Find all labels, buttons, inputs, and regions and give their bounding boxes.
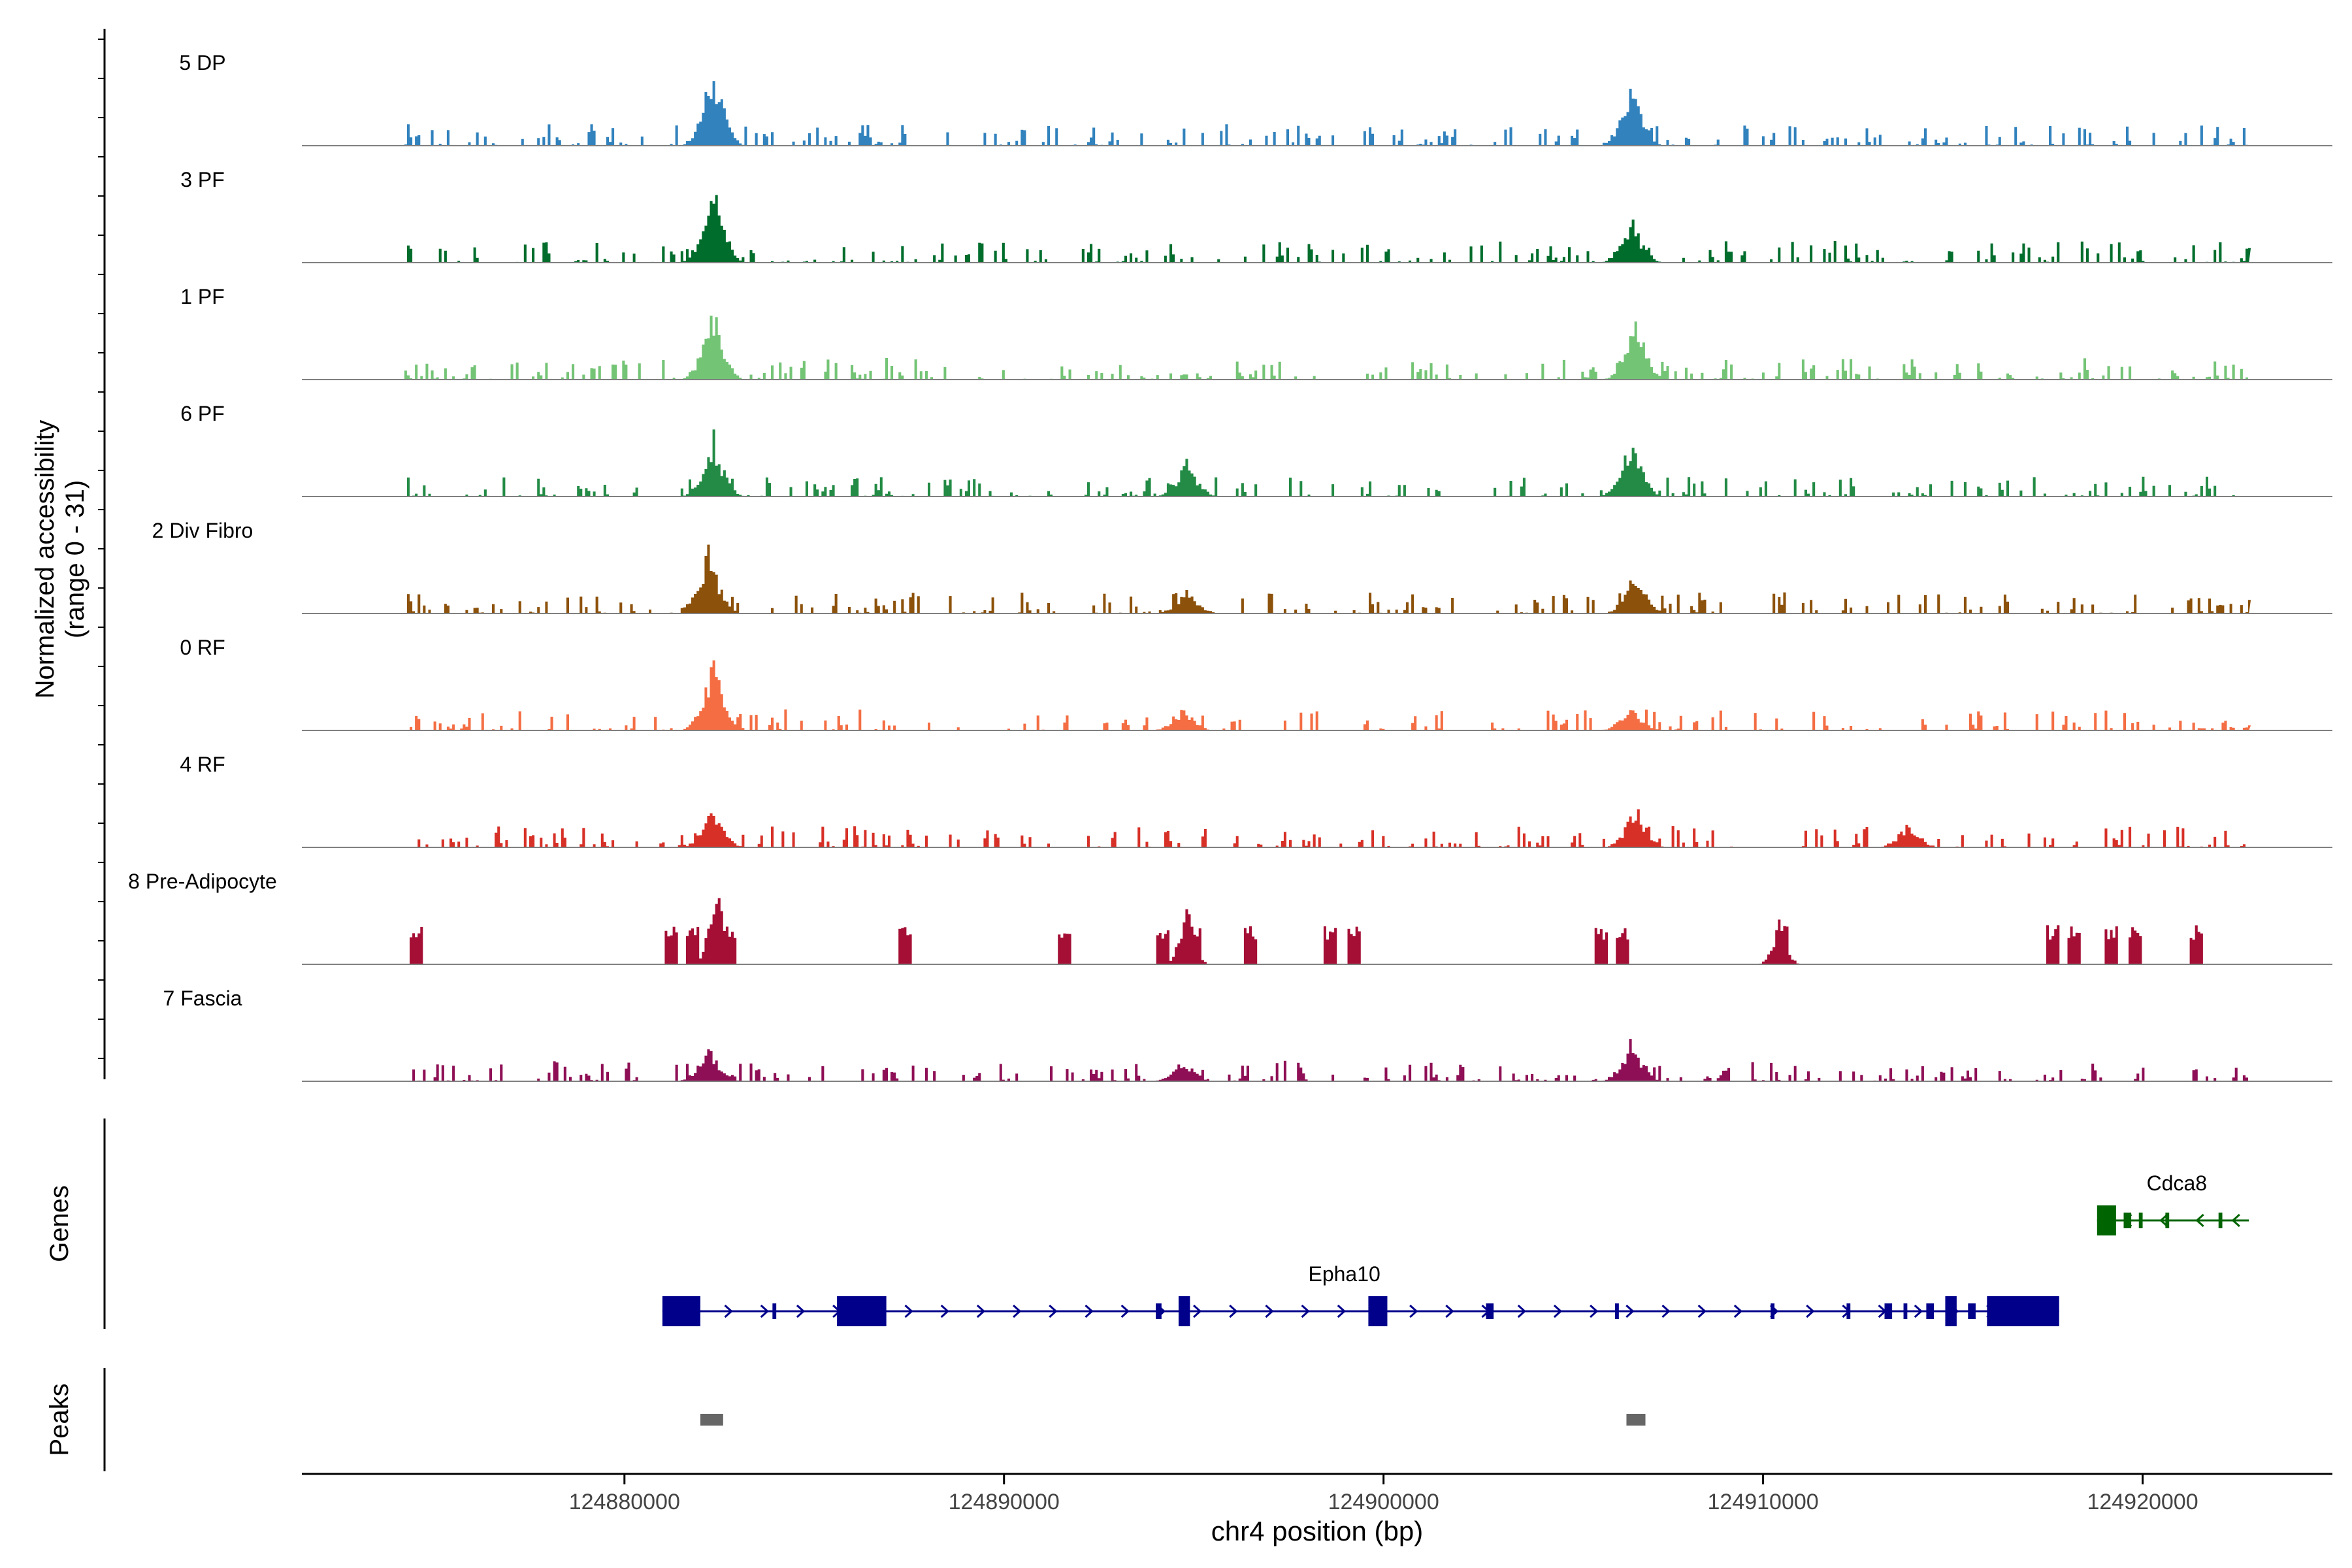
strand-arrow bbox=[796, 1304, 806, 1318]
exon bbox=[2123, 1213, 2132, 1228]
exon bbox=[837, 1296, 887, 1326]
track-2-div-fibro: 2 Div Fibro bbox=[152, 519, 2332, 614]
strand-arrow bbox=[724, 1304, 733, 1318]
exon bbox=[1486, 1303, 1494, 1319]
strand-arrow bbox=[1120, 1304, 1130, 1318]
x-axis-title: chr4 position (bp) bbox=[1211, 1516, 1424, 1546]
x-tick-label: 124900000 bbox=[1328, 1490, 1439, 1514]
track-3-pf: 3 PF bbox=[180, 168, 2332, 263]
exon bbox=[1771, 1303, 1775, 1319]
strand-arrow bbox=[1409, 1304, 1418, 1318]
exon bbox=[2165, 1213, 2170, 1228]
coverage-y-axis-ticks bbox=[98, 39, 105, 1059]
x-tick-label: 124880000 bbox=[569, 1490, 680, 1514]
exon bbox=[1178, 1296, 1190, 1326]
strand-arrow bbox=[1590, 1304, 1599, 1318]
strand-arrow bbox=[1517, 1304, 1526, 1318]
gene-name: Cdca8 bbox=[2147, 1171, 2208, 1195]
exon bbox=[1987, 1296, 2059, 1326]
genes-label: Genes bbox=[45, 1185, 74, 1262]
x-tick-label: 124920000 bbox=[2087, 1490, 2198, 1514]
strand-arrow bbox=[1301, 1304, 1310, 1318]
strand-arrow bbox=[2159, 1213, 2168, 1228]
track-0-rf: 0 RF bbox=[180, 636, 2332, 731]
y-axis-title-line1: Normalized accessibility bbox=[31, 420, 59, 699]
coverage-area bbox=[404, 898, 2251, 964]
coverage-tracks: 5 DP 3 PF 1 PF 6 PF 2 Div Fibro 0 RF 4 RF 8 Pre… bbox=[128, 51, 2332, 1082]
strand-arrow bbox=[1661, 1304, 1671, 1318]
coverage-area bbox=[404, 429, 2251, 497]
strand-arrow bbox=[1806, 1304, 1815, 1318]
track-label: 4 RF bbox=[180, 753, 225, 776]
strand-arrow bbox=[1445, 1304, 1454, 1318]
strand-arrow bbox=[904, 1304, 913, 1318]
exon bbox=[1968, 1303, 1976, 1319]
gene-track: Epha10 Cdca8 bbox=[662, 1171, 2249, 1326]
strand-arrow bbox=[2195, 1213, 2204, 1228]
track-1-pf: 1 PF bbox=[180, 285, 2332, 380]
track-label: 7 Fascia bbox=[163, 987, 242, 1010]
strand-arrow bbox=[1553, 1304, 1563, 1318]
y-axis-title-line2: (range 0 - 31) bbox=[61, 480, 90, 638]
exon bbox=[1368, 1296, 1388, 1326]
exon bbox=[772, 1303, 777, 1319]
strand-arrow bbox=[1625, 1304, 1635, 1318]
peaks-label: Peaks bbox=[45, 1383, 74, 1456]
peak-region bbox=[1626, 1414, 1646, 1426]
strand-arrow bbox=[1229, 1304, 1238, 1318]
strand-arrow bbox=[1733, 1304, 1743, 1318]
track-label: 1 PF bbox=[180, 285, 225, 308]
exon bbox=[1615, 1303, 1619, 1319]
x-tick-label: 124910000 bbox=[1708, 1490, 1819, 1514]
exon bbox=[1846, 1303, 1851, 1319]
track-label: 3 PF bbox=[180, 168, 225, 191]
exon bbox=[1945, 1296, 1957, 1326]
strand-arrow bbox=[1085, 1304, 1094, 1318]
coverage-area bbox=[404, 660, 2251, 730]
coverage-area bbox=[404, 195, 2251, 263]
exon bbox=[662, 1296, 700, 1326]
x-axis-ticks: 124880000 124890000 124900000 124910000 1249… bbox=[569, 1474, 2198, 1514]
gene-name: Epha10 bbox=[1308, 1262, 1380, 1286]
gene-cdca8: Cdca8 bbox=[2097, 1171, 2249, 1235]
strand-arrow bbox=[2231, 1213, 2240, 1228]
strand-arrow bbox=[1337, 1304, 1347, 1318]
track-5-dp: 5 DP bbox=[179, 51, 2332, 146]
coverage-area bbox=[404, 1039, 2251, 1081]
exon bbox=[2138, 1213, 2143, 1228]
strand-arrow bbox=[1697, 1304, 1707, 1318]
strand-arrow bbox=[1013, 1304, 1022, 1318]
strand-arrow bbox=[760, 1304, 769, 1318]
track-4-rf: 4 RF bbox=[180, 753, 2332, 848]
track-label: 6 PF bbox=[180, 402, 225, 425]
track-7-fascia: 7 Fascia bbox=[163, 987, 2332, 1082]
strand-arrow bbox=[976, 1304, 986, 1318]
track-label: 5 DP bbox=[179, 51, 225, 74]
coverage-area bbox=[404, 81, 2251, 146]
exon bbox=[1884, 1303, 1893, 1319]
track-label: 0 RF bbox=[180, 636, 225, 659]
peak-track bbox=[700, 1414, 1646, 1426]
exon bbox=[1903, 1303, 1908, 1319]
exon bbox=[2097, 1205, 2116, 1235]
track-label: 8 Pre-Adipocyte bbox=[128, 870, 277, 893]
track-6-pf: 6 PF bbox=[180, 402, 2332, 497]
exon bbox=[1926, 1303, 1935, 1319]
strand-arrow bbox=[1265, 1304, 1274, 1318]
track-label: 2 Div Fibro bbox=[152, 519, 253, 542]
coverage-area bbox=[404, 316, 2251, 380]
exon bbox=[1156, 1303, 1162, 1319]
gene-epha10: Epha10 bbox=[662, 1262, 2059, 1326]
peak-region bbox=[700, 1414, 723, 1426]
track-8-pre-adipocyte: 8 Pre-Adipocyte bbox=[128, 870, 2332, 965]
strand-arrow bbox=[1049, 1304, 1058, 1318]
strand-arrow bbox=[1914, 1304, 1923, 1318]
strand-arrow bbox=[1193, 1304, 1202, 1318]
coverage-area bbox=[404, 544, 2251, 613]
x-tick-label: 124890000 bbox=[949, 1490, 1060, 1514]
exon bbox=[2218, 1213, 2223, 1228]
coverage-area bbox=[404, 809, 2251, 847]
strand-arrow bbox=[940, 1304, 949, 1318]
